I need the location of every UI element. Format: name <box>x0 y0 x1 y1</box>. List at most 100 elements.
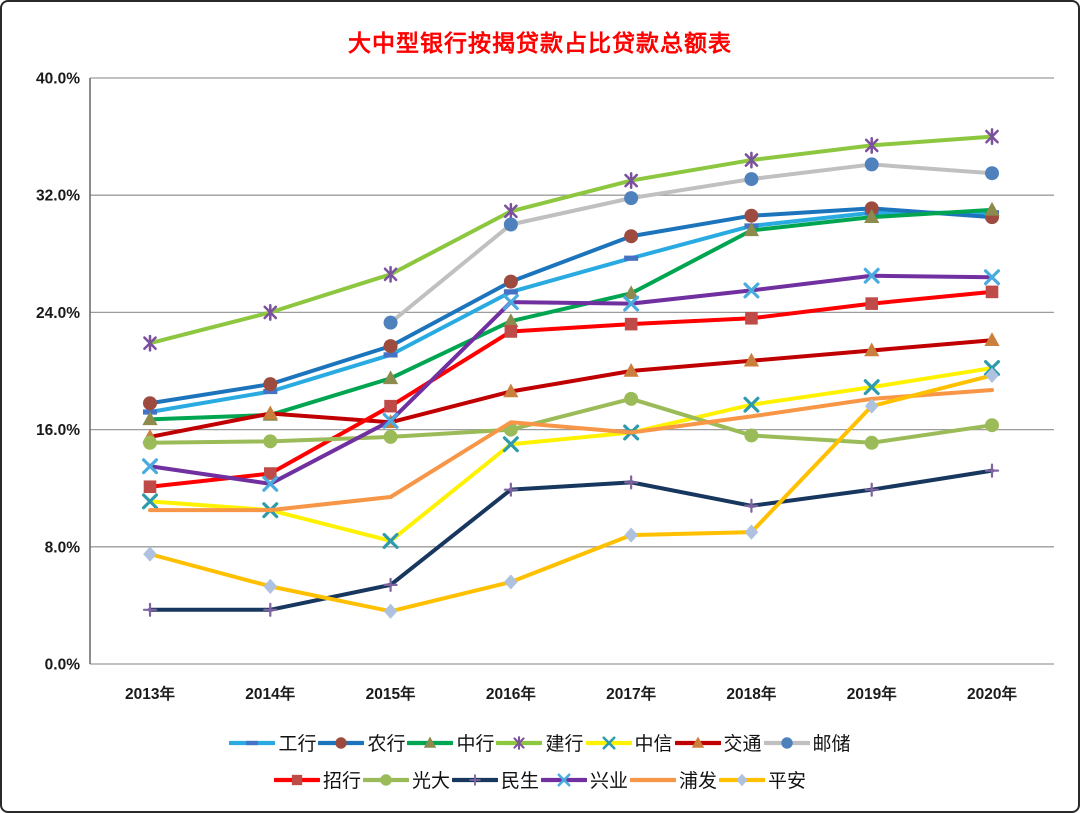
series-marker <box>263 467 277 480</box>
legend-swatch <box>229 740 276 745</box>
series-marker <box>263 377 278 392</box>
series-marker <box>382 532 399 549</box>
series-line-pingan <box>148 373 994 614</box>
y-tick-label: 24.0% <box>36 305 80 322</box>
series-marker <box>382 412 399 429</box>
legend-label: 光大 <box>411 771 450 792</box>
legend-label: 建行 <box>545 734 584 755</box>
x-tick-label: 2020年 <box>967 684 1017 703</box>
series-marker <box>601 735 616 750</box>
series-marker <box>623 363 639 377</box>
series-line-cib <box>148 273 994 486</box>
series-marker <box>142 458 158 475</box>
series-marker <box>624 255 639 261</box>
legend-item-pingan: 平安 <box>719 766 806 793</box>
x-tick-label: 2013年 <box>125 684 175 703</box>
series-line-spdb <box>148 388 994 513</box>
x-axis-labels: 2013年 2014年 2015年 2016年 2017年 2018年 2019年 2020年 <box>125 684 1017 703</box>
series-marker <box>504 204 518 219</box>
series-marker <box>291 774 303 785</box>
series-marker <box>384 399 397 413</box>
legend-swatch <box>630 777 677 782</box>
x-tick-label: 2015年 <box>366 684 416 703</box>
series-marker <box>262 405 278 420</box>
gridlines <box>90 77 1054 665</box>
series-marker <box>142 411 158 426</box>
x-tick-label: 2018年 <box>726 684 776 703</box>
series-marker <box>383 603 398 619</box>
series-ceb <box>143 391 999 450</box>
series-marker <box>380 773 392 786</box>
legend-item-minsheng: 民生 <box>451 766 539 793</box>
series-marker <box>383 339 398 354</box>
legend-item-cmb: 招行 <box>273 766 361 793</box>
legend-label: 工行 <box>278 734 317 755</box>
series-marker <box>383 267 398 282</box>
series-marker <box>504 325 518 338</box>
series-marker <box>864 342 880 357</box>
legend-swatch <box>407 735 454 748</box>
series-cmb <box>143 285 999 494</box>
legend-label: 兴业 <box>590 771 629 792</box>
series-marker <box>143 336 157 351</box>
series-pingan <box>143 367 999 619</box>
legend-item-abc: 农行 <box>318 729 405 756</box>
series-marker <box>263 578 278 594</box>
legend-swatch <box>318 736 365 749</box>
series-marker <box>983 269 1001 286</box>
legend-label: 邮储 <box>812 734 851 755</box>
series-marker <box>557 772 571 787</box>
legend-item-ceb: 光大 <box>362 766 450 793</box>
series-cib <box>142 267 1001 492</box>
series-marker <box>263 305 278 320</box>
series-marker <box>985 367 999 383</box>
legend-item-ccb: 建行 <box>496 729 584 756</box>
x-tick-label: 2017年 <box>606 684 656 703</box>
series-line-psbc <box>388 162 994 325</box>
series-marker <box>143 396 157 411</box>
series-marker <box>143 480 157 494</box>
series-marker <box>864 435 879 450</box>
series-marker <box>246 740 259 745</box>
series-marker <box>864 209 880 223</box>
series-marker <box>624 191 639 206</box>
series-marker <box>503 313 519 327</box>
chart-legend: 工行 农行 中行 建行 中信 交通 邮储 招行 光大 民生 兴业 浦发 平安 <box>2 729 1078 793</box>
legend-swatch <box>719 773 766 786</box>
series-marker <box>502 294 519 311</box>
series-line-bocom <box>148 338 994 439</box>
series-psbc <box>383 157 999 330</box>
series-line-citic <box>148 366 994 543</box>
series-line-boc <box>148 207 994 422</box>
legend-row-2: 招行 光大 民生 兴业 浦发 平安 <box>273 766 807 793</box>
legend-swatch <box>273 774 320 785</box>
series-marker <box>383 429 398 444</box>
series-ccb <box>143 128 999 352</box>
series-marker <box>263 434 278 449</box>
legend-swatch <box>362 773 409 786</box>
series-marker <box>335 736 348 749</box>
y-tick-label: 16.0% <box>36 422 80 439</box>
series-marker <box>143 435 157 450</box>
series-marker <box>864 138 879 153</box>
series-marker <box>503 383 519 398</box>
legend-item-icbc: 工行 <box>229 729 316 756</box>
series-marker <box>744 208 759 223</box>
legend-item-citic: 中信 <box>585 729 673 756</box>
legend-label: 民生 <box>500 771 539 792</box>
series-abc <box>143 201 999 411</box>
series-marker <box>985 129 999 144</box>
series-marker <box>985 418 999 433</box>
series-marker <box>985 285 999 299</box>
series-marker <box>864 157 879 172</box>
series-marker <box>863 267 880 284</box>
series-minsheng <box>142 463 1000 617</box>
series-marker <box>744 428 759 443</box>
series-marker <box>383 352 398 358</box>
legend-label: 农行 <box>367 734 406 755</box>
series-marker <box>142 493 158 510</box>
legend-item-bocom: 交通 <box>674 729 762 756</box>
series-line-minsheng <box>148 468 994 612</box>
legend-item-psbc: 邮储 <box>763 729 851 756</box>
